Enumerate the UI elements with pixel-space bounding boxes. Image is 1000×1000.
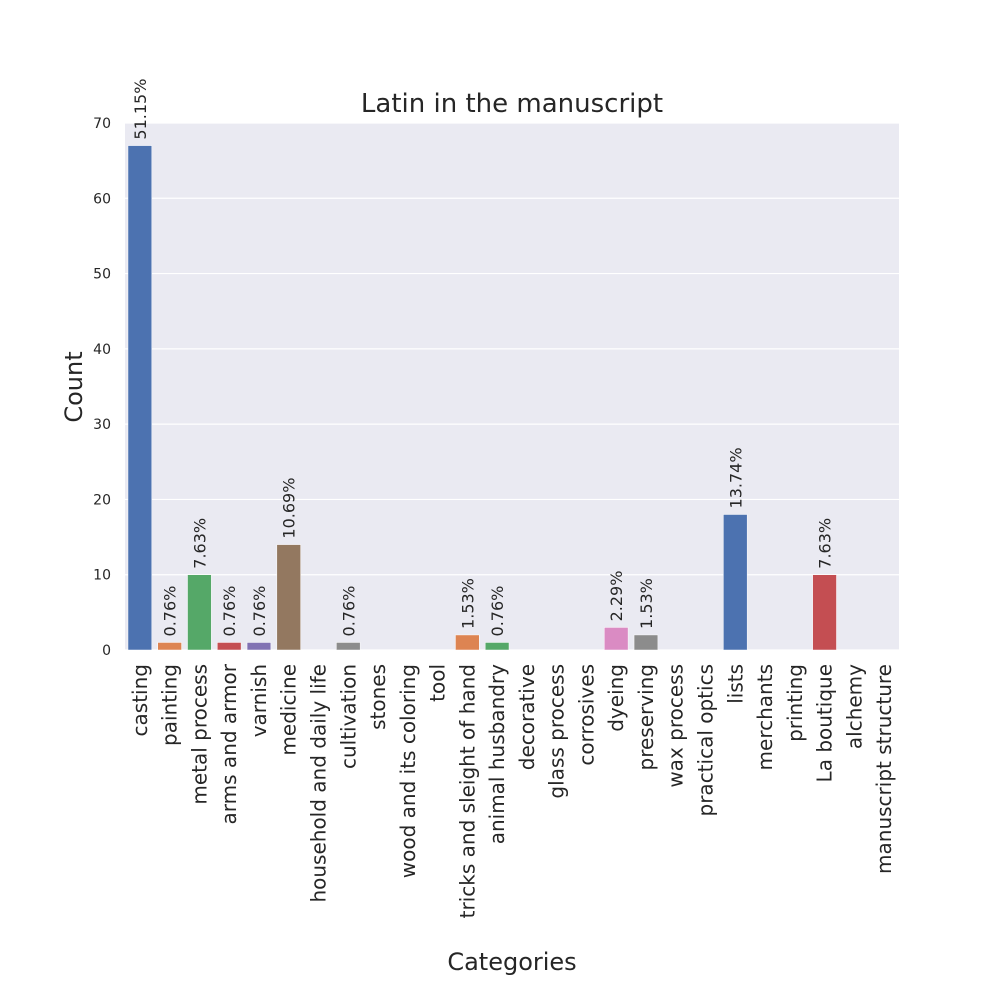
- bar: [723, 514, 748, 651]
- y-tick-label: 60: [93, 191, 111, 207]
- x-tick-label: medicine: [277, 664, 301, 756]
- y-tick-label: 10: [93, 568, 111, 584]
- x-tick-label: manuscript structure: [872, 664, 896, 874]
- x-tick-labels: casting painting metal process arms and arm…: [128, 663, 896, 918]
- x-tick-label: painting: [158, 664, 182, 746]
- y-axis-label: Count: [60, 351, 88, 422]
- y-tick-label: 40: [93, 342, 111, 358]
- x-tick-label: metal process: [187, 664, 211, 805]
- x-tick-label: dyeing: [604, 664, 628, 732]
- bar: [633, 634, 659, 651]
- y-tick-label: 20: [93, 492, 111, 508]
- bar-label: 51.15%: [131, 79, 150, 140]
- x-tick-label: printing: [783, 664, 807, 742]
- x-axis-label: Categories: [447, 948, 576, 976]
- x-tick-label: alchemy: [842, 664, 866, 749]
- bar: [812, 574, 837, 651]
- bar: [455, 634, 480, 651]
- x-tick-label: decorative: [515, 664, 539, 770]
- y-tick-label: 30: [93, 417, 111, 433]
- bar-label: 1.53%: [458, 578, 477, 629]
- x-tick-label: merchants: [753, 664, 777, 770]
- bar-label: 13.74%: [726, 447, 745, 508]
- x-tick-label: animal husbandry: [485, 664, 509, 844]
- x-tick-label: tool: [426, 664, 450, 702]
- x-tick-label: arms and armor: [217, 663, 241, 824]
- x-tick-label: wood and its coloring: [396, 664, 420, 878]
- bar: [246, 642, 272, 651]
- x-tick-label: stones: [366, 664, 390, 730]
- x-tick-label: wax process: [664, 664, 688, 788]
- x-tick-label: casting: [128, 664, 152, 736]
- bar: [187, 574, 212, 651]
- bar-label: 0.76%: [220, 586, 239, 637]
- y-tick-label: 0: [102, 643, 111, 659]
- chart-title: Latin in the manuscript: [361, 89, 663, 119]
- bar-label: 7.63%: [816, 518, 835, 569]
- y-tick-labels: 0 10 20 30 40 50 60 70: [93, 116, 111, 659]
- y-tick-label: 50: [93, 267, 111, 283]
- bar-label: 2.29%: [607, 571, 626, 622]
- x-tick-label: preserving: [634, 664, 658, 771]
- bar-label: 7.63%: [190, 518, 209, 569]
- bar-label: 0.76%: [250, 586, 269, 637]
- x-tick-label: varnish: [247, 664, 271, 737]
- x-tick-label: household and daily life: [307, 664, 331, 903]
- grid-lines: [125, 122, 899, 651]
- bar-labels: 51.15% 0.76% 7.63% 0.76% 0.76% 10.69% 0.76% 1.5…: [131, 79, 835, 637]
- bar-label: 10.69%: [280, 478, 299, 539]
- bar-label: 1.53%: [637, 578, 656, 629]
- x-tick-label: glass process: [545, 664, 569, 799]
- bar-label: 0.76%: [339, 586, 358, 637]
- bar: [276, 544, 301, 651]
- x-tick-label: cultivation: [336, 664, 360, 769]
- y-tick-label: 70: [93, 116, 111, 132]
- x-tick-label: corrosives: [574, 664, 598, 766]
- plot-background: [125, 123, 899, 650]
- bar: [217, 642, 242, 651]
- bar: [484, 642, 510, 651]
- x-tick-label: tricks and sleight of hand: [455, 664, 479, 918]
- bars: [127, 145, 837, 651]
- bar-label: 0.76%: [161, 586, 180, 637]
- bar: [157, 642, 182, 651]
- bar: [336, 642, 361, 651]
- x-tick-label: lists: [723, 664, 747, 704]
- x-tick-label: La boutique: [813, 664, 837, 782]
- bar: [127, 145, 153, 651]
- bar: [604, 627, 629, 651]
- x-tick-label: practical optics: [694, 664, 718, 816]
- bar-label: 0.76%: [488, 586, 507, 637]
